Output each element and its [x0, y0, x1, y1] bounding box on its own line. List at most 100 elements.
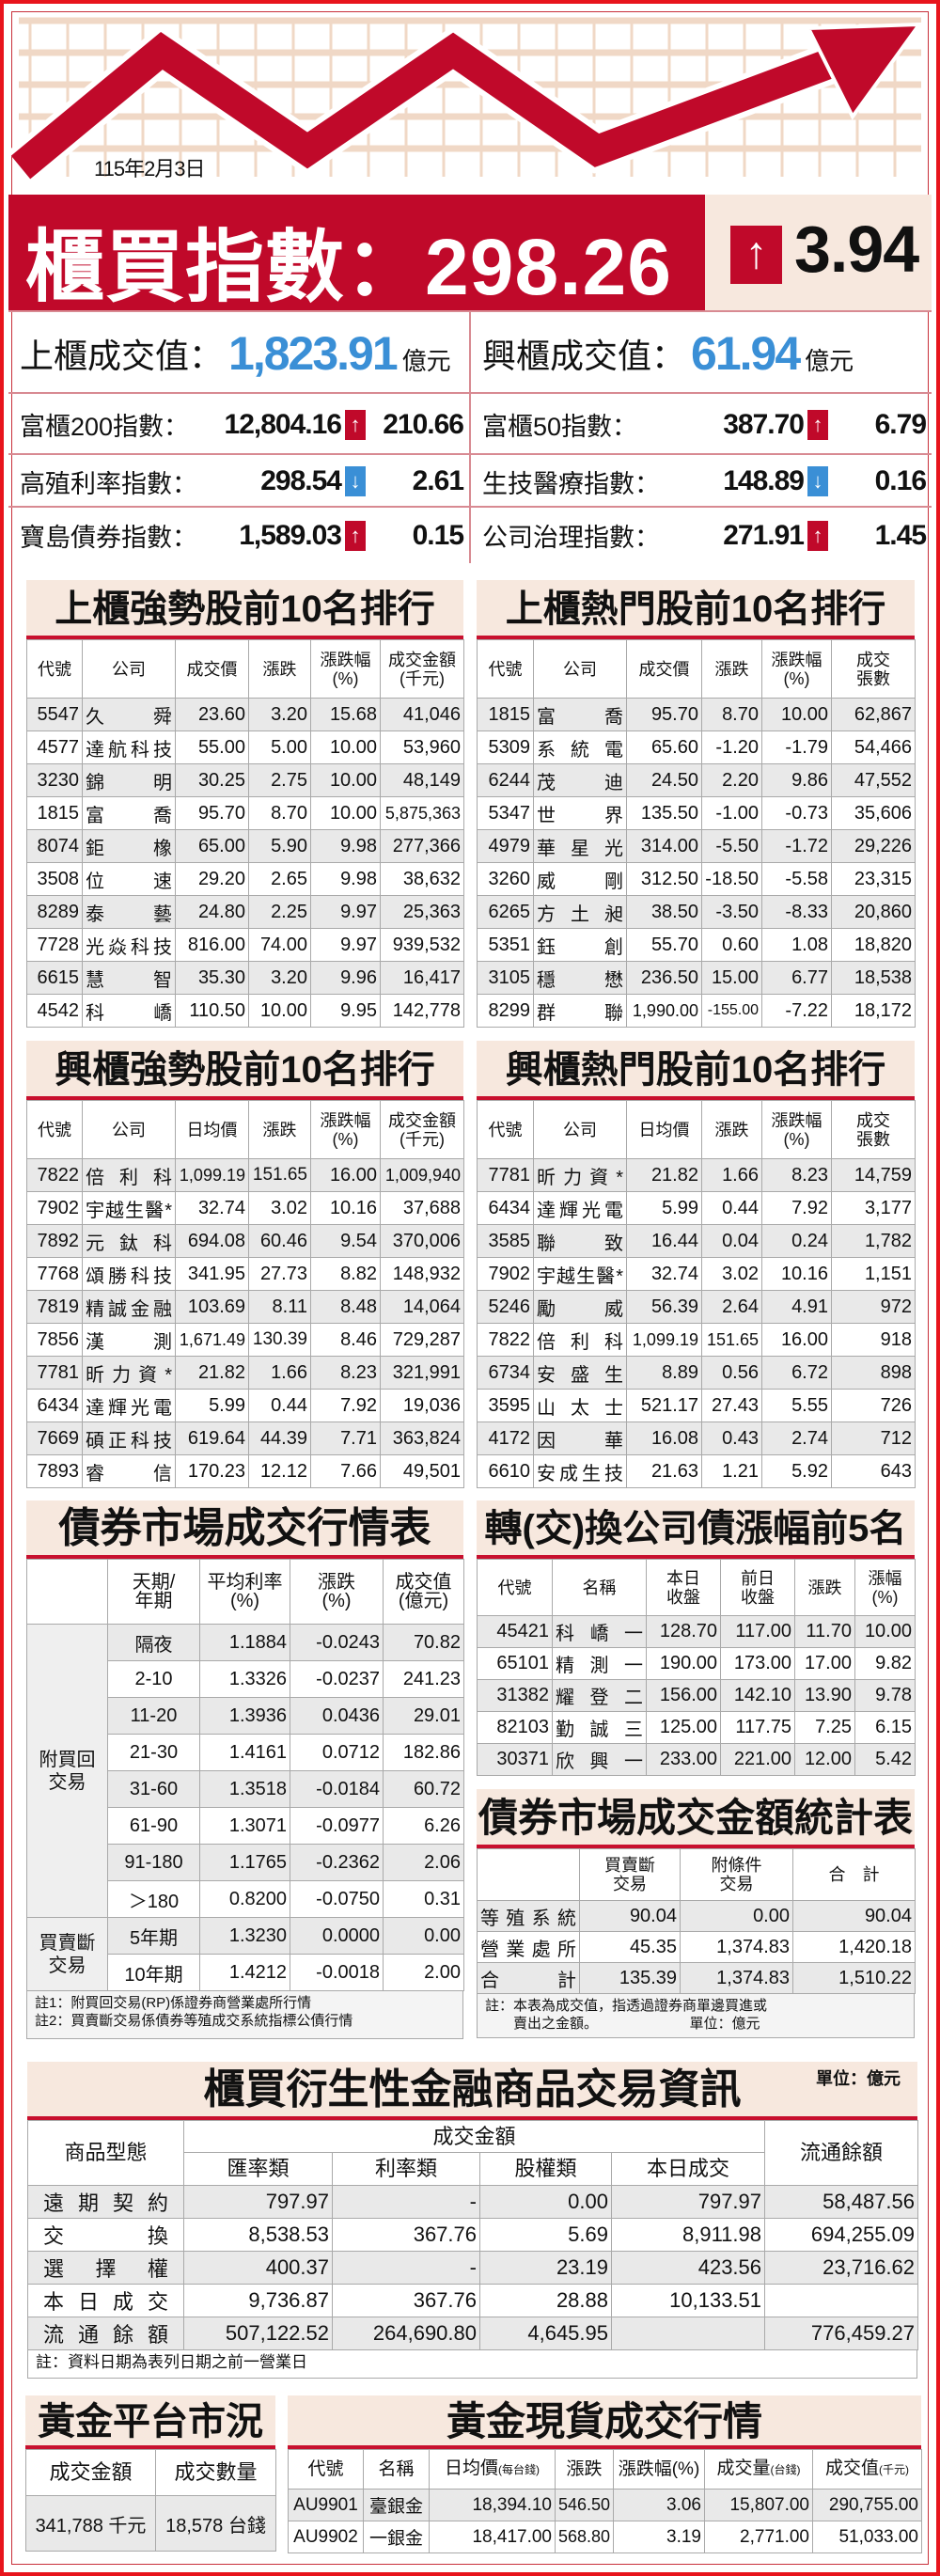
otc-index-value: 298.26: [425, 223, 672, 311]
table-cell: 90.04: [579, 1900, 681, 1932]
table-cell: 因華: [533, 1422, 627, 1455]
column-header: 漲跌幅 (%): [761, 639, 832, 699]
table-cell: 7822: [477, 1323, 534, 1357]
emerging-strong-table: 代號 公司 日均價 漲跌 漲跌幅 (%) 成交金額 (千元) 7822 倍利科 1,099.19…: [26, 1100, 464, 1488]
arrow-down-icon: ↓: [807, 466, 828, 496]
table-cell: 0.04: [701, 1224, 762, 1258]
table-cell: [610, 2317, 766, 2350]
column-header: 成交金額 (千元): [380, 1100, 464, 1159]
derivatives-table: 商品型態 成交金額 流通餘額 匯率類 利率類 股權類 本日成交 遠期契約 797.…: [27, 2120, 919, 2350]
table-cell: -3.50: [701, 895, 762, 929]
table-cell: 6265: [477, 895, 534, 929]
table-row: 3595 山太士 521.17 27.43 5.55 726: [477, 1389, 916, 1422]
table-cell: 35,606: [831, 796, 916, 830]
table-cell: 314.00: [626, 829, 702, 863]
table-cell: 15.00: [701, 961, 762, 995]
table-cell: 643: [831, 1454, 916, 1488]
table-cell: 24.80: [175, 895, 249, 929]
column-header: 漲跌: [248, 639, 311, 699]
table-row: 7669 碩正科技 619.64 44.39 7.71 363,824: [26, 1422, 464, 1455]
table-cell: 5.69: [479, 2218, 612, 2252]
table-cell: 16.08: [626, 1422, 702, 1455]
table-cell: 726: [831, 1389, 916, 1422]
index-value: 1,589.03: [239, 519, 342, 551]
column-header: [26, 1559, 108, 1625]
table-cell: 勤誠三: [552, 1711, 647, 1744]
table-row: 7856 漢測 1,671.49 130.39 8.46 729,287: [26, 1323, 464, 1357]
header-fx: 匯率類: [183, 2152, 333, 2186]
table-row: 3585 聯致 16.44 0.04 0.24 1,782: [477, 1224, 916, 1258]
table-cell: 位速: [82, 862, 176, 896]
table-cell: 倍利科: [82, 1158, 176, 1192]
table-cell: 7.25: [794, 1711, 855, 1744]
table-cell: 1.3518: [199, 1770, 290, 1808]
table-cell: 117.00: [720, 1615, 795, 1648]
column-header: 成交 張數: [831, 1100, 916, 1159]
table-cell: 74.00: [248, 928, 311, 962]
table-cell: 7856: [26, 1323, 83, 1357]
table-cell: 6615: [26, 961, 83, 995]
table-cell: 21.82: [175, 1356, 249, 1390]
table-row: 21-30 1.4161 0.0712 182.86: [27, 1734, 464, 1771]
otc-index-bar: 櫃買指數：298.26 ↑ 3.94: [8, 195, 932, 311]
table-cell: 82103: [477, 1711, 553, 1744]
table-cell: 10.00: [310, 796, 381, 830]
table-row: 合 計 135.39 1,374.83 1,510.22: [477, 1962, 916, 1994]
column-header: 代號: [477, 639, 534, 699]
table-cell: 9.98: [310, 829, 381, 863]
table-cell: 7781: [477, 1158, 534, 1192]
table-cell: 8.70: [701, 698, 762, 731]
otc-turnover-value: 1,823.91: [228, 326, 399, 380]
table-cell: 3260: [477, 862, 534, 896]
table-cell: 3.20: [248, 961, 311, 995]
section-title: 轉(交)換公司債漲幅前5名: [477, 1500, 915, 1559]
header-today: 本日成交: [610, 2152, 766, 2186]
table-cell: 173.00: [720, 1647, 795, 1680]
table-cell: 耀登二: [552, 1679, 647, 1712]
table-cell: 2.06: [383, 1844, 464, 1881]
header-product-type: 商品型態: [27, 2120, 184, 2186]
table-cell: 0.0712: [290, 1734, 384, 1771]
section-title: 債券市場成交行情表: [26, 1500, 463, 1559]
table-cell: 939,532: [380, 928, 464, 962]
table-cell: -0.0018: [290, 1954, 384, 1991]
table-cell: 28.88: [479, 2284, 612, 2317]
table-cell: 泰藝: [82, 895, 176, 929]
table-cell: 3595: [477, 1389, 534, 1422]
table-cell: 1,990.00: [626, 994, 702, 1028]
table-cell: 流通餘額: [27, 2317, 184, 2350]
table-cell: 8289: [26, 895, 83, 929]
otc-turnover-unit: 億元: [401, 347, 451, 375]
table-cell: -155.00: [701, 994, 762, 1028]
table-cell: 125.00: [646, 1711, 721, 1744]
table-cell: 423.56: [610, 2251, 766, 2285]
index-change: 1.45: [874, 519, 927, 551]
table-cell: 53,960: [380, 730, 464, 764]
table-cell: 182.86: [383, 1734, 464, 1771]
column-header: 公司: [533, 1100, 627, 1159]
header-amount: 成交金額: [182, 2120, 766, 2153]
table-cell: -0.0750: [290, 1880, 384, 1918]
table-cell: 隔夜: [107, 1624, 200, 1661]
table-cell: 48,149: [380, 763, 464, 797]
table-cell: 65101: [477, 1647, 553, 1680]
table-cell: 45421: [477, 1615, 553, 1648]
table-cell: 1.3326: [199, 1660, 290, 1698]
table-row: 遠期契約 797.97-0.00 797.97 58,487.56: [27, 2185, 919, 2219]
table-cell: 341,788 千元: [25, 2495, 156, 2552]
table-row: 5246 勵威 56.39 2.64 4.91 972: [477, 1290, 916, 1324]
table-cell: -0.0977: [290, 1807, 384, 1845]
table-cell: 91-180: [107, 1844, 200, 1881]
table-cell: 8.48: [310, 1290, 381, 1324]
table-cell: 972: [831, 1290, 916, 1324]
table-cell: 7902: [26, 1191, 83, 1225]
table-cell: 碩正科技: [82, 1422, 176, 1455]
table-cell: 277,366: [380, 829, 464, 863]
table-cell: 昕力資*: [533, 1158, 627, 1192]
table-cell: 2.25: [248, 895, 311, 929]
section-title: 上櫃熱門股前10名排行: [477, 580, 915, 639]
arrow-down-icon: ↓: [345, 466, 366, 496]
table-cell: 10年期: [107, 1954, 200, 1991]
table-cell: 交換: [27, 2218, 184, 2252]
otc-strong-section: 上櫃強勢股前10名排行 代號 公司 成交價 漲跌 漲跌幅 (%) 成交金額 (千元) 554…: [26, 580, 464, 1028]
